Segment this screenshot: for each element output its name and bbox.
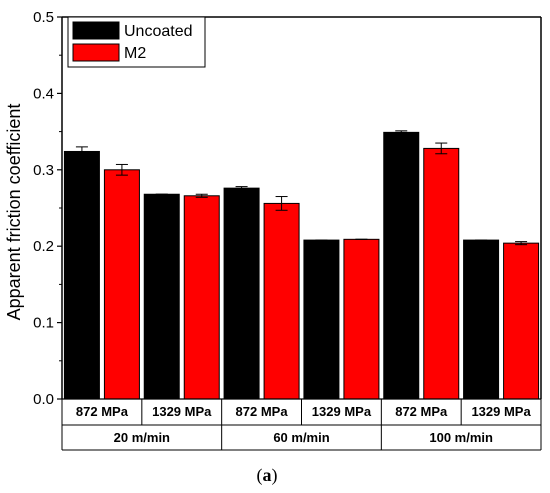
legend: Uncoated M2: [67, 16, 206, 68]
legend-swatch-uncoated: [72, 21, 120, 40]
bar-uncoated-3: [303, 239, 340, 400]
error-bar-uncoated-0: [75, 146, 88, 157]
bar-m2-3: [343, 238, 380, 400]
y-tick-label-4: 0.4: [33, 85, 54, 102]
caption-close: ): [272, 465, 278, 486]
figure-caption: (a): [257, 465, 278, 486]
bar-m2-2: [263, 202, 300, 400]
bar-uncoated-5: [463, 239, 500, 400]
legend-swatch-m2: [72, 43, 120, 62]
error-bar-uncoated-4: [395, 130, 408, 135]
legend-label-m2: M2: [124, 45, 146, 62]
category-table: 872 MPa 1329 MPa 872 MPa 1329 MPa 872 MPa 132…: [61, 398, 542, 451]
y-tick-label-0: 0.0: [33, 391, 54, 408]
category-label-5: 1329 MPa: [471, 404, 531, 419]
error-bar-m2-4: [435, 142, 448, 155]
bar-m2-5: [503, 242, 540, 400]
bar-m2-4: [423, 147, 460, 400]
y-axis-label: Apparent friction coefficient: [4, 104, 24, 321]
bar-uncoated-1: [143, 193, 180, 400]
caption-letter: a: [263, 465, 272, 485]
caption-open: (: [257, 465, 263, 486]
y-tick-label-5: 0.5: [33, 9, 54, 26]
bar-uncoated-0: [63, 150, 100, 400]
bar-m2-0: [103, 169, 140, 400]
bar-m2-1: [183, 195, 220, 400]
group-label-1: 60 m/min: [273, 430, 329, 445]
group-label-2: 100 m/min: [429, 430, 493, 445]
error-bar-m2-0: [115, 163, 128, 176]
error-bar-m2-5: [515, 241, 528, 246]
bars-layer: [63, 131, 540, 400]
y-tick-label-1: 0.1: [33, 315, 54, 332]
category-label-0: 872 MPa: [76, 404, 129, 419]
category-label-4: 872 MPa: [395, 404, 448, 419]
category-label-3: 1329 MPa: [312, 404, 372, 419]
error-bar-m2-1: [195, 193, 208, 198]
y-ticks-layer: 0.0 0.1 0.2 0.3 0.4 0.5: [33, 9, 62, 408]
y-tick-label-3: 0.3: [33, 162, 54, 179]
legend-label-uncoated: Uncoated: [124, 23, 193, 40]
error-bars-layer: [75, 130, 528, 246]
group-label-0: 20 m/min: [114, 430, 170, 445]
category-label-1: 1329 MPa: [152, 404, 212, 419]
bar-uncoated-2: [223, 187, 260, 400]
y-tick-label-2: 0.2: [33, 238, 54, 255]
bar-uncoated-4: [383, 131, 420, 400]
error-bar-uncoated-2: [235, 186, 248, 191]
error-bar-m2-2: [275, 196, 288, 211]
category-label-2: 872 MPa: [236, 404, 289, 419]
